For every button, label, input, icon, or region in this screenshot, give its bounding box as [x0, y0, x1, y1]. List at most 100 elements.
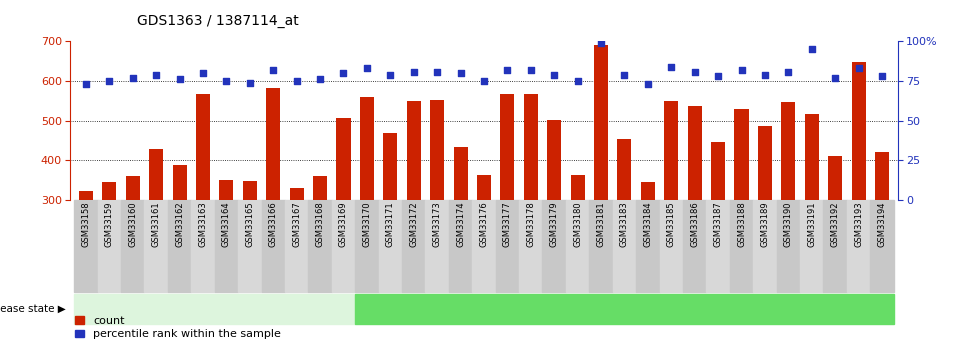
Bar [402, 200, 425, 292]
Bar [496, 200, 519, 292]
Point [453, 70, 469, 76]
Bar [384, 132, 397, 319]
Bar [98, 200, 121, 292]
Legend: count, percentile rank within the sample: count, percentile rank within the sample [75, 316, 281, 339]
Bar [355, 294, 894, 324]
Bar [706, 200, 729, 292]
Point [476, 78, 492, 84]
Point [547, 72, 562, 78]
Bar [407, 101, 421, 319]
Point [78, 81, 94, 87]
Bar [519, 200, 543, 292]
Point [757, 72, 773, 78]
Bar [617, 139, 632, 319]
Bar [168, 200, 191, 292]
Point [781, 69, 796, 74]
Bar [360, 97, 374, 319]
Bar [665, 101, 678, 319]
Point [523, 67, 538, 73]
Bar [660, 200, 683, 292]
Bar [847, 200, 870, 292]
Text: GDS1363 / 1387114_at: GDS1363 / 1387114_at [137, 13, 298, 28]
Bar [472, 200, 496, 292]
Bar [379, 200, 402, 292]
Bar [267, 88, 280, 319]
Point [101, 78, 117, 84]
Bar [758, 126, 772, 319]
Bar [425, 200, 449, 292]
Point [804, 47, 819, 52]
Bar [74, 294, 355, 324]
Point [312, 77, 327, 82]
Bar [219, 180, 234, 319]
Point [640, 81, 656, 87]
Bar [612, 200, 637, 292]
Text: normal: normal [194, 302, 236, 315]
Bar [711, 142, 725, 319]
Bar [121, 200, 145, 292]
Point [218, 78, 234, 84]
Point [149, 72, 164, 78]
Bar [637, 200, 660, 292]
Bar [214, 200, 239, 292]
Point [616, 72, 632, 78]
Bar [594, 45, 608, 319]
Bar [800, 200, 823, 292]
Bar [729, 200, 753, 292]
Point [687, 69, 702, 74]
Bar [477, 175, 491, 319]
Point [874, 73, 890, 79]
Bar [355, 200, 379, 292]
Point [570, 78, 585, 84]
Bar [688, 106, 701, 319]
Point [195, 70, 211, 76]
Bar [145, 200, 168, 292]
Bar [242, 181, 257, 319]
Point [734, 67, 750, 73]
Point [336, 70, 352, 76]
Point [851, 66, 867, 71]
Bar [781, 102, 795, 319]
Bar [753, 200, 777, 292]
Point [359, 66, 375, 71]
Text: disease state ▶: disease state ▶ [0, 304, 66, 314]
Bar [805, 115, 819, 319]
Bar [777, 200, 800, 292]
Bar [336, 118, 351, 319]
Bar [524, 94, 538, 319]
Bar [102, 182, 116, 319]
Bar [566, 200, 589, 292]
Point [125, 75, 140, 81]
Point [710, 73, 725, 79]
Bar [191, 200, 214, 292]
Bar [640, 182, 655, 319]
Bar [149, 148, 163, 319]
Point [499, 67, 515, 73]
Point [289, 78, 304, 84]
Bar [589, 200, 612, 292]
Bar [828, 156, 842, 319]
Bar [734, 109, 749, 319]
Text: tumor: tumor [607, 302, 642, 315]
Point [593, 40, 609, 46]
Bar [852, 62, 866, 319]
Bar [79, 191, 93, 319]
Bar [262, 200, 285, 292]
Bar [500, 94, 515, 319]
Point [242, 80, 258, 86]
Bar [126, 176, 140, 319]
Bar [683, 200, 706, 292]
Bar [74, 200, 98, 292]
Bar [449, 200, 472, 292]
Point [430, 69, 445, 74]
Bar [571, 175, 584, 319]
Point [266, 67, 281, 73]
Bar [196, 94, 210, 319]
Bar [823, 200, 847, 292]
Point [664, 64, 679, 70]
Bar [430, 100, 444, 319]
Bar [173, 165, 186, 319]
Bar [290, 188, 303, 319]
Bar [239, 200, 262, 292]
Bar [331, 200, 355, 292]
